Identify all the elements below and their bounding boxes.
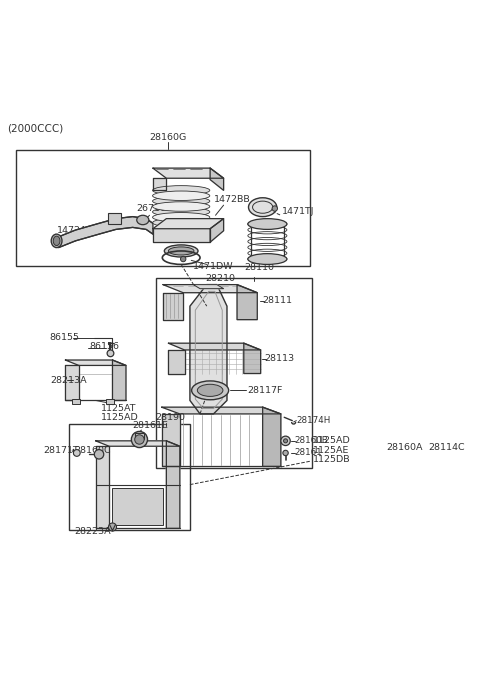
Ellipse shape xyxy=(153,202,210,211)
Polygon shape xyxy=(65,365,79,401)
Text: 28190: 28190 xyxy=(155,413,185,422)
Text: 86155: 86155 xyxy=(50,333,80,342)
Text: 28161: 28161 xyxy=(294,448,322,458)
Text: 1125AD: 1125AD xyxy=(101,413,139,422)
Ellipse shape xyxy=(192,381,228,400)
Bar xyxy=(72,399,80,405)
Ellipse shape xyxy=(164,245,198,257)
Text: 28111: 28111 xyxy=(263,296,293,306)
Polygon shape xyxy=(59,217,153,248)
Ellipse shape xyxy=(248,254,287,264)
Circle shape xyxy=(281,436,290,445)
Polygon shape xyxy=(153,178,167,190)
Polygon shape xyxy=(96,441,180,446)
Bar xyxy=(16,150,310,265)
Text: 28160A: 28160A xyxy=(386,443,423,452)
Ellipse shape xyxy=(153,196,210,206)
Text: 28223A: 28223A xyxy=(74,527,111,536)
Bar xyxy=(106,399,114,405)
Polygon shape xyxy=(162,407,281,414)
Polygon shape xyxy=(210,219,224,242)
Text: 28161E: 28161E xyxy=(132,421,168,430)
Text: 28160C: 28160C xyxy=(74,447,111,456)
Ellipse shape xyxy=(53,236,60,246)
Polygon shape xyxy=(263,407,281,466)
Circle shape xyxy=(94,449,104,459)
Polygon shape xyxy=(237,285,257,320)
Polygon shape xyxy=(162,414,180,466)
Ellipse shape xyxy=(153,207,210,217)
Text: 26710: 26710 xyxy=(136,204,166,213)
Text: 28210: 28210 xyxy=(205,274,235,283)
Polygon shape xyxy=(193,285,224,289)
Ellipse shape xyxy=(153,185,210,195)
Polygon shape xyxy=(65,360,126,365)
Text: 1472AM: 1472AM xyxy=(57,226,95,235)
Circle shape xyxy=(374,447,381,454)
Ellipse shape xyxy=(51,234,62,248)
Circle shape xyxy=(371,443,384,457)
Polygon shape xyxy=(153,229,210,242)
Text: 28174H: 28174H xyxy=(296,416,331,425)
Text: 1471TJ: 1471TJ xyxy=(281,207,314,217)
Ellipse shape xyxy=(197,384,223,397)
Circle shape xyxy=(73,449,80,456)
Text: (2000CCC): (2000CCC) xyxy=(7,123,63,133)
Circle shape xyxy=(272,206,277,211)
Text: 28160B: 28160B xyxy=(294,437,328,445)
Bar xyxy=(135,433,144,439)
Bar xyxy=(108,213,121,224)
Ellipse shape xyxy=(153,213,210,222)
Ellipse shape xyxy=(153,191,210,200)
Polygon shape xyxy=(153,219,224,229)
Ellipse shape xyxy=(137,215,149,225)
Text: 1125AE: 1125AE xyxy=(312,446,349,455)
Text: 28117F: 28117F xyxy=(247,386,283,395)
Polygon shape xyxy=(244,343,261,373)
Polygon shape xyxy=(167,441,180,528)
Circle shape xyxy=(284,439,288,443)
Polygon shape xyxy=(168,350,184,373)
Text: 28171T: 28171T xyxy=(43,447,79,456)
Circle shape xyxy=(107,350,114,356)
Circle shape xyxy=(132,431,147,447)
Text: 28110: 28110 xyxy=(244,263,274,272)
Polygon shape xyxy=(163,285,257,293)
Bar xyxy=(112,488,163,525)
Ellipse shape xyxy=(168,247,194,255)
Text: 1125AT: 1125AT xyxy=(101,404,136,413)
Circle shape xyxy=(180,257,186,261)
Polygon shape xyxy=(112,360,126,401)
Text: 28213A: 28213A xyxy=(50,375,86,385)
Text: 1125AD: 1125AD xyxy=(312,437,350,445)
Text: 28114C: 28114C xyxy=(428,443,465,452)
Ellipse shape xyxy=(153,218,210,227)
Circle shape xyxy=(369,447,377,455)
Polygon shape xyxy=(168,343,261,350)
Text: 1472BB: 1472BB xyxy=(214,195,250,204)
Circle shape xyxy=(283,450,288,456)
Polygon shape xyxy=(163,293,183,320)
Ellipse shape xyxy=(248,219,287,230)
Bar xyxy=(69,424,190,530)
Text: 28160G: 28160G xyxy=(150,133,187,142)
Polygon shape xyxy=(210,168,224,190)
Text: 1125DB: 1125DB xyxy=(312,455,350,464)
Polygon shape xyxy=(96,446,109,528)
Ellipse shape xyxy=(249,198,277,217)
Text: 86156: 86156 xyxy=(89,342,119,351)
Circle shape xyxy=(135,435,144,444)
Bar xyxy=(156,278,312,468)
Polygon shape xyxy=(153,168,224,178)
Circle shape xyxy=(108,523,117,531)
Circle shape xyxy=(366,471,371,476)
Text: 1471DW: 1471DW xyxy=(193,261,234,271)
Polygon shape xyxy=(190,285,227,414)
Text: 28113: 28113 xyxy=(264,354,294,363)
